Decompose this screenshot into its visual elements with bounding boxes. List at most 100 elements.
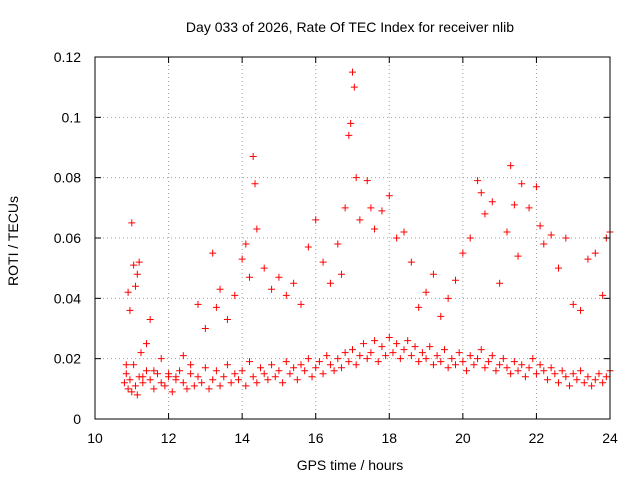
data-point [393, 234, 401, 242]
data-point [275, 367, 283, 375]
data-point [223, 315, 231, 323]
data-point [135, 258, 143, 266]
data-point [264, 376, 272, 384]
data-point [345, 358, 353, 366]
data-point [367, 349, 375, 357]
data-point [562, 234, 570, 242]
data-point [459, 358, 467, 366]
data-point [194, 300, 202, 308]
data-point [308, 373, 316, 381]
data-point [319, 258, 327, 266]
data-point [566, 382, 574, 390]
data-point [510, 201, 518, 209]
data-point [128, 388, 136, 396]
data-point [220, 373, 228, 381]
data-point [257, 364, 265, 372]
data-point [345, 131, 353, 139]
data-point [124, 385, 132, 393]
data-point [569, 370, 577, 378]
data-point [330, 367, 338, 375]
data-point [452, 361, 459, 369]
data-point [352, 174, 360, 182]
data-point [187, 361, 195, 369]
data-point [326, 279, 334, 287]
data-point [562, 373, 570, 381]
data-point [573, 376, 581, 384]
data-point [198, 379, 206, 387]
data-point [503, 228, 511, 236]
data-point [555, 264, 562, 272]
data-point [297, 300, 305, 308]
data-point [444, 364, 452, 372]
data-point [176, 367, 184, 375]
chart-title: Day 033 of 2026, Rate Of TEC Index for r… [186, 19, 514, 35]
data-point [238, 255, 246, 263]
data-point [275, 273, 283, 281]
data-point [356, 216, 364, 224]
x-tick-label: 14 [234, 430, 250, 446]
data-point [488, 352, 496, 360]
data-point [422, 355, 430, 363]
data-point [514, 252, 522, 260]
data-point [433, 352, 441, 360]
data-point [426, 343, 434, 351]
data-point [591, 249, 599, 257]
data-point [543, 376, 551, 384]
data-point [492, 367, 500, 375]
data-point [551, 370, 559, 378]
data-point [349, 346, 356, 354]
data-point [282, 358, 290, 366]
grid-layer [94, 56, 611, 420]
data-point [507, 370, 515, 378]
data-point [216, 285, 224, 293]
data-point [459, 249, 467, 257]
data-point [371, 225, 379, 233]
data-point [124, 288, 132, 296]
data-point [242, 382, 250, 390]
data-point [496, 361, 504, 369]
data-point [347, 119, 355, 127]
data-point [290, 364, 298, 372]
data-point [143, 367, 150, 375]
data-point [437, 312, 445, 320]
data-point [532, 370, 540, 378]
data-point [293, 376, 301, 384]
data-point [135, 373, 143, 381]
data-point [260, 264, 268, 272]
data-point [227, 379, 235, 387]
data-point [157, 379, 165, 387]
data-point [521, 373, 529, 381]
data-point [234, 376, 242, 384]
x-axis-title: GPS time / hours [297, 457, 404, 473]
data-point [253, 225, 261, 233]
data-point [143, 340, 150, 348]
data-point [518, 361, 526, 369]
x-tick-label: 24 [602, 430, 618, 446]
data-point [599, 291, 607, 299]
x-tick-label: 16 [308, 430, 324, 446]
data-point [452, 276, 459, 284]
data-points [120, 68, 614, 399]
data-point [532, 183, 540, 191]
data-point [374, 358, 382, 366]
data-point [133, 391, 141, 399]
data-point [510, 358, 518, 366]
data-point [304, 243, 312, 251]
y-axis-title: ROTI / TECUs [5, 196, 21, 286]
data-point [319, 370, 327, 378]
data-point [268, 285, 276, 293]
data-point [131, 282, 139, 290]
data-point [209, 249, 217, 257]
data-point [253, 379, 261, 387]
data-point [334, 240, 342, 248]
data-point [349, 68, 356, 76]
data-point [231, 370, 239, 378]
data-point [341, 204, 349, 212]
data-point [209, 376, 217, 384]
data-point [179, 379, 187, 387]
data-point [536, 361, 544, 369]
data-point [137, 349, 145, 357]
data-point [260, 370, 268, 378]
data-point [529, 355, 537, 363]
